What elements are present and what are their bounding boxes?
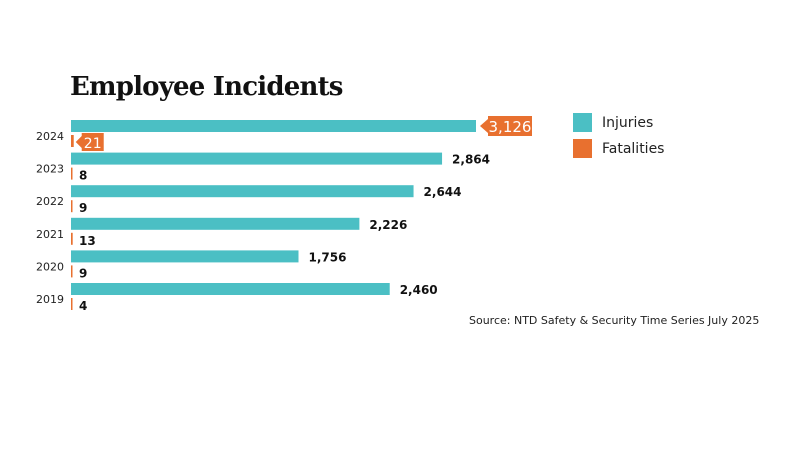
fatality-bar <box>71 298 73 310</box>
source-note: Source: NTD Safety & Security Time Serie… <box>469 314 760 327</box>
fatality-value-label: 21 <box>84 136 102 152</box>
injury-bar <box>71 152 443 165</box>
injury-bar <box>71 250 299 263</box>
legend-swatch-injuries <box>573 113 592 132</box>
fatality-value-label: 9 <box>79 201 87 215</box>
fatality-value-label: 8 <box>79 169 87 183</box>
legend-item-injuries: Injuries <box>573 113 653 132</box>
injury-bar <box>71 120 476 132</box>
injury-value-label: 2,864 <box>452 153 490 167</box>
fatality-callout <box>75 133 104 151</box>
category-label: 2022 <box>36 195 64 208</box>
category-label: 2020 <box>36 260 64 273</box>
category-label: 2019 <box>36 293 64 306</box>
injury-value-label: 2,226 <box>369 218 407 232</box>
fatality-bar <box>71 232 73 245</box>
fatality-value-label: 4 <box>79 299 87 313</box>
chart-title: Employee Incidents <box>70 72 343 102</box>
category-label: 2021 <box>36 228 64 241</box>
fatality-bar <box>71 135 74 147</box>
injury-value-label: 1,756 <box>309 250 347 264</box>
category-label: 2024 <box>36 130 64 143</box>
fatality-bar <box>71 200 73 213</box>
injury-value-label: 2,644 <box>424 185 462 199</box>
legend-label: Fatalities <box>602 140 665 157</box>
fatality-value-label: 9 <box>79 266 87 280</box>
category-label: 2023 <box>36 163 64 176</box>
injury-callout <box>480 116 532 136</box>
legend-swatch-fatalities <box>573 139 592 158</box>
fatality-bar <box>71 167 73 180</box>
injury-bar <box>71 217 360 230</box>
injury-bar <box>71 283 390 295</box>
injury-bar <box>71 185 414 198</box>
fatality-value-label: 13 <box>79 234 96 248</box>
legend-item-fatalities: Fatalities <box>573 139 664 158</box>
injury-value-label: 3,126 <box>489 118 532 136</box>
legend-label: Injuries <box>602 114 654 131</box>
fatality-bar <box>71 265 73 278</box>
injury-value-label: 2,460 <box>400 283 438 297</box>
